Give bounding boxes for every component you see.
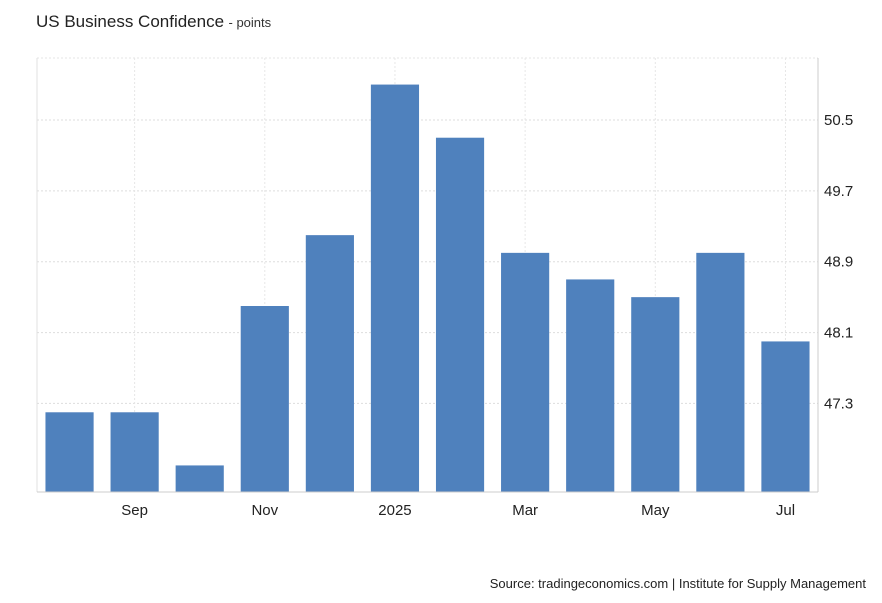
chart-title-block: US Business Confidence - points (36, 12, 271, 32)
bar-apr (566, 279, 615, 492)
y-tick-label: 48.1 (824, 325, 853, 342)
source-note: Source: tradingeconomics.com | Institute… (489, 576, 866, 591)
y-tick-label: 48.9 (824, 254, 853, 271)
bar-jul (761, 341, 810, 492)
bar-mar (501, 252, 550, 492)
y-tick-label: 49.7 (824, 183, 853, 200)
axes: 47.3 48.1 48.9 49.7 50.5 Sep Nov 2025 Mar May Jul (37, 58, 853, 519)
x-tick-label: Nov (251, 502, 278, 519)
x-tick-label: Jul (776, 502, 795, 519)
bar-oct (175, 465, 224, 492)
bar-2025 (370, 84, 420, 493)
bar-sep (110, 412, 159, 492)
bar-may (631, 297, 680, 492)
bar-jun (696, 252, 745, 492)
y-tick-label: 50.5 (824, 112, 853, 129)
bar-aug (45, 412, 94, 492)
bar-dec (305, 235, 354, 492)
x-tick-label: Mar (512, 502, 538, 519)
bar-nov (240, 306, 289, 492)
chart-unit: - points (228, 15, 272, 30)
x-tick-label: May (641, 502, 670, 519)
x-tick-label: Sep (121, 502, 148, 519)
chart-title: US Business Confidence (36, 12, 225, 31)
y-tick-label: 47.3 (824, 395, 853, 412)
bars (45, 84, 810, 493)
x-tick-label: 2025 (378, 502, 411, 519)
bar-feb (435, 137, 485, 492)
